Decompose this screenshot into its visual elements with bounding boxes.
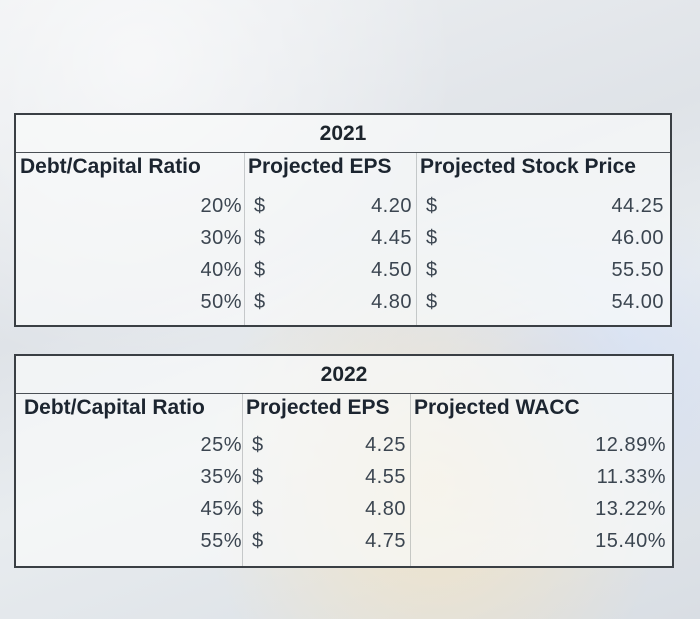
column-divider: [416, 152, 417, 325]
stock-price-cell: 54.00: [611, 291, 664, 313]
table-2021: 2021 Debt/Capital Ratio Projected EPS Pr…: [14, 113, 672, 327]
ratio-cell: 45%: [200, 498, 242, 520]
currency-symbol: $: [254, 195, 266, 217]
ratio-cell: 25%: [200, 434, 242, 456]
currency-symbol: $: [254, 259, 266, 281]
eps-cell: 4.50: [371, 259, 412, 281]
header-debt-capital-ratio: Debt/Capital Ratio: [24, 396, 205, 419]
table-2021-year: 2021: [16, 115, 670, 153]
column-divider: [242, 393, 243, 566]
currency-symbol: $: [254, 227, 266, 249]
currency-symbol: $: [252, 530, 264, 552]
eps-cell: 4.25: [365, 434, 406, 456]
eps-cell: 4.80: [365, 498, 406, 520]
ratio-cell: 50%: [200, 291, 242, 313]
table-2022-year: 2022: [16, 356, 672, 394]
currency-symbol: $: [252, 498, 264, 520]
currency-symbol: $: [426, 259, 438, 281]
ratio-cell: 35%: [200, 466, 242, 488]
eps-cell: 4.75: [365, 530, 406, 552]
eps-cell: 4.45: [371, 227, 412, 249]
currency-symbol: $: [426, 195, 438, 217]
ratio-cell: 20%: [200, 195, 242, 217]
stock-price-cell: 55.50: [611, 259, 664, 281]
ratio-cell: 30%: [200, 227, 242, 249]
header-projected-eps: Projected EPS: [246, 396, 390, 419]
header-projected-wacc: Projected WACC: [414, 396, 580, 419]
currency-symbol: $: [254, 291, 266, 313]
eps-cell: 4.55: [365, 466, 406, 488]
column-divider: [410, 393, 411, 566]
ratio-cell: 55%: [200, 530, 242, 552]
wacc-cell: 11.33%: [596, 466, 666, 488]
wacc-cell: 13.22%: [595, 498, 666, 520]
currency-symbol: $: [426, 291, 438, 313]
column-divider: [244, 152, 245, 325]
wacc-cell: 15.40%: [595, 530, 666, 552]
stock-price-cell: 44.25: [611, 195, 664, 217]
header-debt-capital-ratio: Debt/Capital Ratio: [20, 155, 201, 178]
header-projected-eps: Projected EPS: [248, 155, 392, 178]
wacc-cell: 12.89%: [595, 434, 666, 456]
ratio-cell: 40%: [200, 259, 242, 281]
eps-cell: 4.20: [371, 195, 412, 217]
header-projected-stock-price: Projected Stock Price: [420, 155, 636, 178]
currency-symbol: $: [252, 466, 264, 488]
eps-cell: 4.80: [371, 291, 412, 313]
stock-price-cell: 46.00: [611, 227, 664, 249]
table-2022: 2022 Debt/Capital Ratio Projected EPS Pr…: [14, 354, 674, 568]
currency-symbol: $: [426, 227, 438, 249]
currency-symbol: $: [252, 434, 264, 456]
